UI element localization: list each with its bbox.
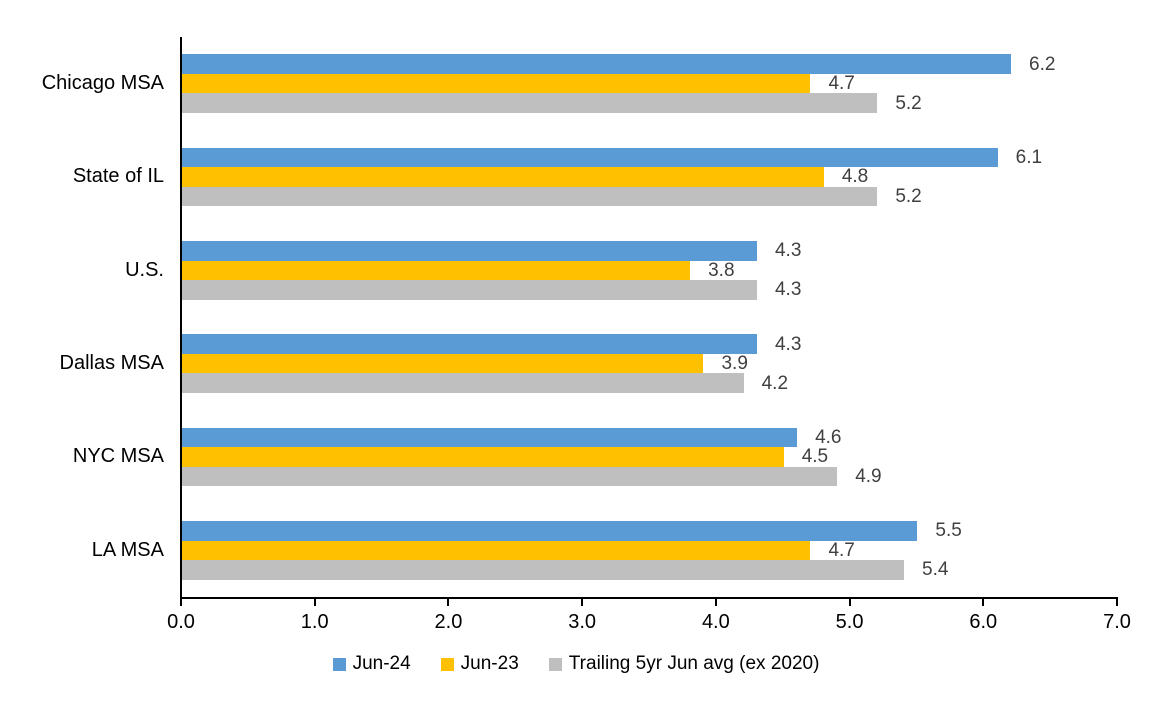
bar-value-label: 5.5: [935, 520, 962, 542]
bar-group: 6.2 4.7 5.2: [182, 37, 1118, 130]
bar-row: 4.7: [182, 73, 1118, 95]
bar-value-label: 4.5: [801, 446, 829, 468]
bar-value-label: 4.7: [828, 539, 855, 561]
x-axis-tick-label: 4.0: [701, 611, 730, 633]
bar-value-label: 5.4: [922, 559, 949, 581]
x-axis-tick: [848, 599, 851, 606]
category-label: Dallas MSA: [59, 352, 164, 375]
bar-jun-23: [182, 167, 824, 187]
bar-value-label: 6.1: [1015, 146, 1043, 168]
bar-jun-24: [182, 241, 757, 261]
bar-row: 4.7: [182, 539, 1118, 561]
bar-value-label: 3.8: [708, 259, 735, 281]
bar-jun-24: [182, 147, 998, 168]
bar-trailing-5yr-jun-avg-ex-2020-: [182, 280, 757, 300]
legend-item-trailing-5yr-jun-avg-ex-2020-: Trailing 5yr Jun avg (ex 2020): [548, 653, 820, 675]
x-axis-tick-label: 7.0: [1103, 611, 1131, 633]
bar-value-label: 4.7: [828, 73, 855, 95]
category-label: Chicago MSA: [41, 72, 164, 95]
x-axis-tick: [447, 599, 450, 606]
legend-item-jun-24: Jun-24: [332, 653, 411, 675]
x-axis-tick-label: 2.0: [434, 611, 463, 633]
bar-value-label: 4.9: [855, 465, 882, 487]
bar-jun-23: [182, 260, 691, 281]
legend-swatch-icon: [440, 657, 454, 671]
bar-value-label: 6.2: [1029, 53, 1056, 75]
bar-jun-23: [182, 540, 811, 561]
bar-jun-23: [182, 73, 811, 94]
bar-jun-24: [182, 334, 757, 354]
bar-value-label: 4.2: [761, 372, 789, 394]
bar-row: 4.3: [182, 334, 1118, 354]
bar-jun-23: [182, 447, 784, 467]
x-axis-tick-label: 3.0: [568, 611, 597, 633]
legend-swatch-icon: [548, 657, 562, 671]
category-label: LA MSA: [91, 538, 164, 561]
bar-row: 6.1: [182, 146, 1118, 168]
bar-row: 3.9: [182, 353, 1118, 375]
bar-row: 4.5: [182, 447, 1118, 467]
bar-value-label: 4.3: [774, 240, 802, 262]
legend-label: Jun-23: [460, 653, 519, 674]
bar-value-label: 4.3: [774, 333, 802, 355]
bar-row: 3.8: [182, 259, 1118, 281]
category-label: U.S.: [125, 258, 164, 281]
bar-trailing-5yr-jun-avg-ex-2020-: [182, 466, 838, 487]
category-label: State of IL: [72, 165, 164, 188]
x-axis-tick: [180, 599, 182, 606]
x-axis-tick: [313, 599, 316, 606]
bar-value-label: 4.3: [774, 279, 802, 301]
bar-row: 5.2: [182, 185, 1118, 207]
legend-swatch-icon: [332, 657, 346, 671]
bar-trailing-5yr-jun-avg-ex-2020-: [182, 560, 905, 580]
bar-row: 4.8: [182, 167, 1118, 187]
x-axis-tick: [714, 599, 717, 606]
bar-trailing-5yr-jun-avg-ex-2020-: [182, 186, 878, 207]
bar-value-label: 5.2: [895, 92, 922, 114]
bar-row: 5.5: [182, 521, 1118, 541]
bar-value-label: 3.9: [721, 353, 748, 375]
bar-group: 4.3 3.8 4.3: [182, 224, 1118, 317]
bar-group: 4.3 3.9 4.2: [182, 317, 1118, 410]
bar-row: 5.4: [182, 560, 1118, 580]
bar-trailing-5yr-jun-avg-ex-2020-: [182, 373, 744, 393]
x-axis-tick-label: 5.0: [835, 611, 864, 633]
legend-label: Trailing 5yr Jun avg (ex 2020): [568, 653, 820, 674]
bar-row: 4.3: [182, 280, 1118, 300]
bar-jun-23: [182, 353, 704, 374]
plot-area: 6.2 4.7 5.2 6.1 4.8 5.2 4.3 3.8 4.3 4.3 3.9 4.2 4.6 4…: [180, 37, 1118, 599]
x-axis-tick: [1116, 599, 1118, 606]
bar-row: 4.6: [182, 426, 1118, 448]
x-axis-tick-label: 0.0: [167, 611, 195, 633]
bar-trailing-5yr-jun-avg-ex-2020-: [182, 93, 878, 113]
y-axis-category-labels: Chicago MSA State of IL U.S. Dallas MSA NYC …: [0, 37, 164, 597]
bar-row: 5.2: [182, 93, 1118, 113]
x-axis-tick: [982, 599, 985, 606]
bar-value-label: 4.6: [815, 426, 842, 448]
bar-group: 6.1 4.8 5.2: [182, 130, 1118, 223]
bar-jun-24: [182, 521, 918, 541]
x-axis-tick: [581, 599, 584, 606]
x-axis-tick-label: 1.0: [300, 611, 329, 633]
legend-item-jun-23: Jun-23: [440, 653, 519, 675]
bar-row: 4.3: [182, 241, 1118, 261]
bar-jun-24: [182, 427, 798, 448]
bar-group: 5.5 4.7 5.4: [182, 504, 1118, 597]
bar-jun-24: [182, 54, 1012, 74]
x-axis-tick-label: 6.0: [969, 611, 998, 633]
bar-row: 4.2: [182, 373, 1118, 393]
bar-group: 4.6 4.5 4.9: [182, 410, 1118, 503]
bar-value-label: 5.2: [895, 185, 922, 207]
bar-row: 6.2: [182, 54, 1118, 74]
category-label: NYC MSA: [72, 445, 164, 468]
bar-row: 4.9: [182, 465, 1118, 487]
legend-label: Jun-24: [352, 653, 411, 674]
bar-value-label: 4.8: [841, 166, 869, 188]
chart-legend: Jun-24 Jun-23 Trailing 5yr Jun avg (ex 202…: [0, 653, 1152, 675]
